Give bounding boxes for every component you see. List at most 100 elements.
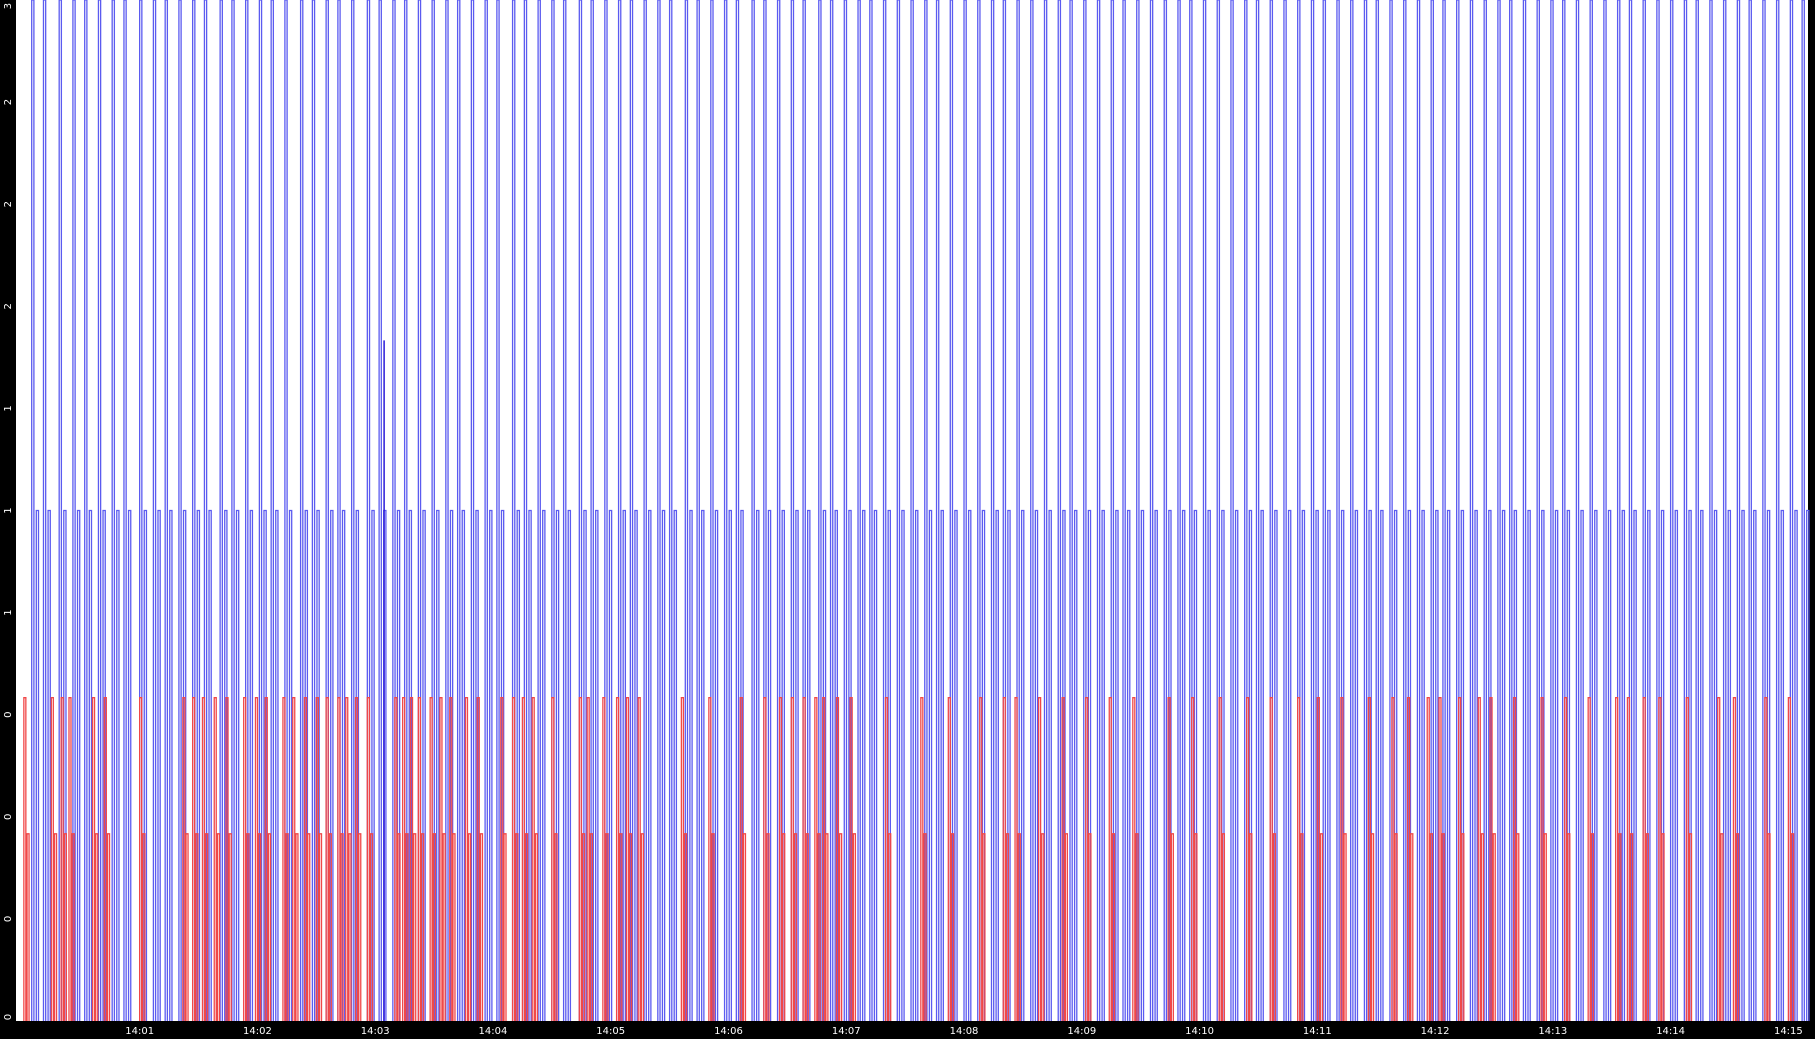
series-1-pulse xyxy=(763,697,770,1021)
series-1-pulse xyxy=(1685,697,1693,1021)
series-0-pulse xyxy=(1269,0,1278,1021)
series-0-pulse xyxy=(1722,0,1732,1021)
y-axis: 0 0 0 0 1 1 1 2 2 2 3 xyxy=(3,3,14,1020)
series-0-pulse xyxy=(963,0,972,1021)
series-0-pulse xyxy=(1642,0,1651,1021)
x-tick-label: 14:04 xyxy=(479,1026,508,1037)
series-0-pulse xyxy=(1442,0,1451,1021)
series-1-pulse xyxy=(337,697,344,1021)
series-1-pulse xyxy=(1457,697,1465,1021)
series-1-pulse xyxy=(814,697,821,1021)
series-0-pulse xyxy=(949,0,958,1021)
series-1-pulse xyxy=(521,697,529,1021)
series-1-pulse xyxy=(449,697,456,1021)
series-0-pulse xyxy=(935,0,944,1021)
series-0-pulse xyxy=(802,0,811,1021)
series-0-pulse xyxy=(511,0,521,1021)
series-1-pulse xyxy=(354,697,362,1021)
series-1-pulse xyxy=(103,697,111,1021)
series-0-pulse xyxy=(470,0,479,1021)
series-1-pulse xyxy=(1642,697,1649,1021)
series-0-pulse xyxy=(1789,0,1798,1021)
series-0-pulse xyxy=(1096,0,1105,1021)
series-0-pulse xyxy=(456,0,466,1021)
series-1-pulse xyxy=(429,697,436,1021)
series-0-pulse xyxy=(1628,0,1637,1021)
series-0-pulse xyxy=(1057,0,1066,1021)
series-1-pulse xyxy=(303,697,311,1021)
x-tick-label: 14:15 xyxy=(1774,1026,1803,1037)
series-0-pulse xyxy=(1416,0,1425,1021)
series-1-pulse xyxy=(778,697,786,1021)
series-1-pulse xyxy=(551,697,558,1021)
series-1-pulse xyxy=(1438,697,1445,1021)
series-1-pulse xyxy=(1717,697,1724,1021)
series-0-pulse xyxy=(403,0,413,1021)
y-tick-label: 2 xyxy=(3,99,14,105)
x-tick-label: 14:13 xyxy=(1538,1026,1567,1037)
x-tick-label: 14:05 xyxy=(596,1026,625,1037)
series-0-pulse xyxy=(910,0,919,1021)
series-0-pulse xyxy=(1202,0,1211,1021)
series-0-pulse xyxy=(643,0,652,1021)
series-0-pulse xyxy=(72,0,81,1021)
series-0-pulse xyxy=(1430,0,1439,1021)
series-0-pulse xyxy=(1310,0,1319,1021)
series-0-pulse xyxy=(484,0,493,1021)
x-tick-label: 14:10 xyxy=(1185,1026,1214,1037)
series-1-pulse xyxy=(191,697,199,1021)
series-1-pulse xyxy=(23,697,30,1021)
series-1-pulse xyxy=(439,697,446,1021)
series-0-pulse xyxy=(1709,0,1718,1021)
series-1-pulse xyxy=(1367,697,1375,1021)
series-0-pulse xyxy=(1483,0,1492,1021)
series-1 xyxy=(23,697,1795,1021)
x-tick-label: 14:12 xyxy=(1421,1026,1450,1037)
series-1-pulse xyxy=(739,697,747,1021)
series-0-pulse xyxy=(366,0,375,1021)
series-1-pulse xyxy=(511,697,519,1021)
series-1-pulse xyxy=(225,697,232,1021)
series-0-pulse xyxy=(299,0,309,1021)
series-0-pulse xyxy=(590,0,599,1021)
y-tick-label: 2 xyxy=(3,201,14,207)
series-1-pulse xyxy=(802,697,809,1021)
series-layer xyxy=(23,0,1810,1021)
series-1-pulse xyxy=(292,697,299,1021)
series-0-pulse xyxy=(244,0,254,1021)
series-0-pulse xyxy=(1497,0,1506,1021)
series-1-pulse xyxy=(979,697,986,1021)
series-1-pulse xyxy=(1512,697,1520,1021)
series-0-pulse xyxy=(924,0,933,1021)
series-0-pulse xyxy=(990,0,999,1021)
series-0-pulse xyxy=(337,0,346,1021)
series-1-pulse xyxy=(315,697,323,1021)
series-0-pulse xyxy=(111,0,120,1021)
series-1-pulse xyxy=(68,697,75,1021)
y-tick-label: 1 xyxy=(3,507,14,513)
series-0-pulse xyxy=(1748,0,1757,1021)
series-0-pulse xyxy=(629,0,638,1021)
series-1-pulse xyxy=(1787,697,1795,1021)
series-0-pulse xyxy=(1016,0,1025,1021)
x-tick-label: 14:07 xyxy=(832,1026,861,1037)
y-tick-label: 0 xyxy=(3,814,14,820)
series-1-pulse xyxy=(1037,697,1045,1021)
series-1-pulse xyxy=(578,697,586,1021)
series-0-pulse xyxy=(311,0,320,1021)
series-1-pulse xyxy=(325,697,332,1021)
series-0-pulse xyxy=(668,0,678,1021)
series-1-pulse xyxy=(1477,697,1485,1021)
series-0-pulse xyxy=(657,0,666,1021)
series-1-pulse xyxy=(835,697,843,1021)
series-0-pulse xyxy=(790,0,799,1021)
series-0-pulse xyxy=(1136,0,1145,1021)
series-1-pulse xyxy=(947,697,955,1021)
series-0-pulse xyxy=(829,0,838,1021)
series-1-pulse xyxy=(822,697,829,1021)
series-0-pulse xyxy=(562,0,572,1021)
series-1-pulse xyxy=(1108,697,1116,1021)
series-1-pulse xyxy=(1191,697,1198,1021)
series-0-pulse xyxy=(1736,0,1745,1021)
series-1-pulse xyxy=(139,697,146,1021)
